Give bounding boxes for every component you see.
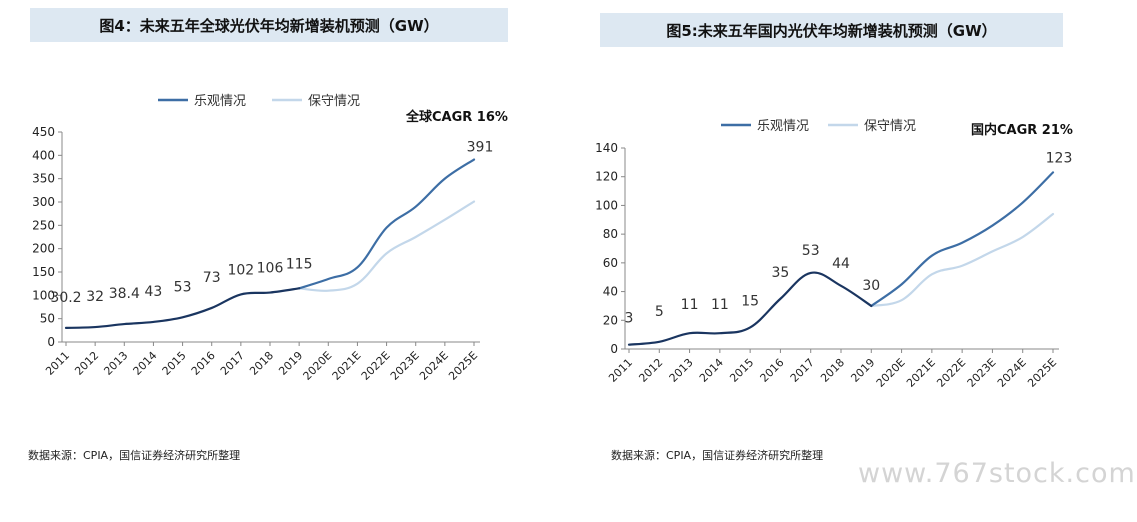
data-label: 53 (174, 279, 192, 295)
x-tick-label: 2020E (300, 349, 334, 383)
data-label: 11 (681, 297, 699, 313)
x-tick-label: 2016 (189, 349, 218, 378)
x-tick-label: 2020E (874, 356, 908, 390)
x-tick-label: 2013 (667, 356, 696, 385)
y-tick-label: 100 (595, 198, 618, 212)
y-tick-label: 0 (47, 335, 55, 349)
legend-label-conservative: 保守情况 (308, 94, 360, 109)
y-tick-label: 140 (595, 141, 618, 155)
x-tick-label: 2015 (727, 356, 756, 385)
data-label: 32 (86, 289, 104, 305)
x-tick-label: 2018 (818, 356, 847, 385)
data-label: 38.4 (109, 286, 140, 302)
x-tick-label: 2021E (330, 349, 364, 383)
x-tick-label: 2018 (247, 349, 276, 378)
chart-title: 图5:未来五年国内光伏年均新增装机预测（GW） (600, 13, 1063, 47)
data-label: 115 (286, 256, 313, 272)
x-tick-label: 2012 (636, 356, 665, 385)
data-label: 102 (227, 262, 254, 278)
x-tick-label: 2022E (934, 356, 968, 390)
chart-title: 图4：未来五年全球光伏年均新增装机预测（GW） (30, 8, 508, 42)
data-label: 391 (467, 140, 494, 156)
x-tick-label: 2025E (446, 349, 480, 383)
x-tick-label: 2014 (697, 356, 726, 385)
series-line-optimistic (870, 171, 1055, 308)
legend-label-conservative: 保守情况 (864, 119, 916, 134)
y-tick-label: 300 (32, 195, 55, 209)
data-label: 3 (625, 311, 634, 327)
x-tick-label: 2015 (160, 349, 189, 378)
data-label: 43 (145, 284, 163, 300)
source-note: 数据来源：CPIA，国信证券经济研究所整理 (28, 449, 241, 462)
domestic-chart-panel: 图5:未来五年国内光伏年均新增装机预测（GW） 0 20 40 60 80 100 120 1… (575, 0, 1137, 522)
x-tick-label: 2022E (359, 349, 393, 383)
y-tick-label: 350 (32, 172, 55, 186)
x-tick-label: 2023E (965, 356, 999, 390)
x-tick-label: 2023E (388, 349, 422, 383)
watermark: www.767stock.com (858, 458, 1136, 489)
x-tick-label: 2016 (758, 356, 787, 385)
global-chart-panel: 图4：未来五年全球光伏年均新增装机预测（GW） 0 50 100 150 200 250 3… (0, 0, 560, 522)
data-label: 73 (203, 270, 221, 286)
data-label: 53 (802, 243, 820, 259)
data-label: 44 (832, 256, 850, 272)
series-line-historical (64, 287, 301, 330)
y-tick-label: 50 (40, 312, 55, 326)
cagr-annotation: 全球CAGR 16% (405, 109, 508, 125)
series-line-conservative (298, 200, 476, 292)
y-tick-label: 250 (32, 218, 55, 232)
cagr-annotation: 国内CAGR 21% (971, 122, 1073, 138)
data-label: 5 (655, 304, 664, 320)
y-tick-label: 100 (32, 288, 55, 302)
y-tick-label: 150 (32, 265, 55, 279)
x-tick-label: 2025E (1025, 356, 1059, 390)
x-tick-label: 2013 (101, 349, 130, 378)
y-tick-label: 400 (32, 148, 55, 162)
data-label: 35 (772, 265, 790, 281)
y-tick-label: 80 (603, 227, 618, 241)
data-label: 123 (1046, 150, 1073, 166)
x-tick-label: 2011 (43, 349, 72, 378)
data-label: 30.2 (50, 290, 81, 306)
x-tick-label: 2012 (72, 349, 101, 378)
series-line-optimistic (298, 158, 476, 290)
y-tick-label: 0 (610, 342, 618, 356)
x-tick-label: 2017 (788, 356, 817, 385)
data-label: 15 (741, 293, 759, 309)
x-tick-label: 2024E (995, 356, 1029, 390)
x-tick-label: 2021E (904, 356, 938, 390)
data-label: 106 (257, 261, 284, 277)
x-tick-label: 2014 (131, 349, 160, 378)
series-line-historical (627, 271, 873, 346)
x-tick-label: 2017 (218, 349, 247, 378)
y-tick-label: 20 (603, 313, 618, 327)
y-tick-label: 120 (595, 170, 618, 184)
x-tick-label: 2024E (417, 349, 451, 383)
y-tick-label: 200 (32, 242, 55, 256)
legend-label-optimistic: 乐观情况 (757, 119, 809, 134)
data-label: 30 (862, 278, 880, 294)
series-line-conservative (870, 212, 1055, 308)
y-tick-label: 60 (603, 256, 618, 270)
x-tick-label: 2011 (606, 356, 635, 385)
legend-label-optimistic: 乐观情况 (194, 94, 246, 109)
source-note: 数据来源：CPIA，国信证券经济研究所整理 (611, 449, 824, 462)
y-tick-label: 450 (32, 125, 55, 139)
data-label: 11 (711, 297, 729, 313)
y-tick-label: 40 (603, 285, 618, 299)
